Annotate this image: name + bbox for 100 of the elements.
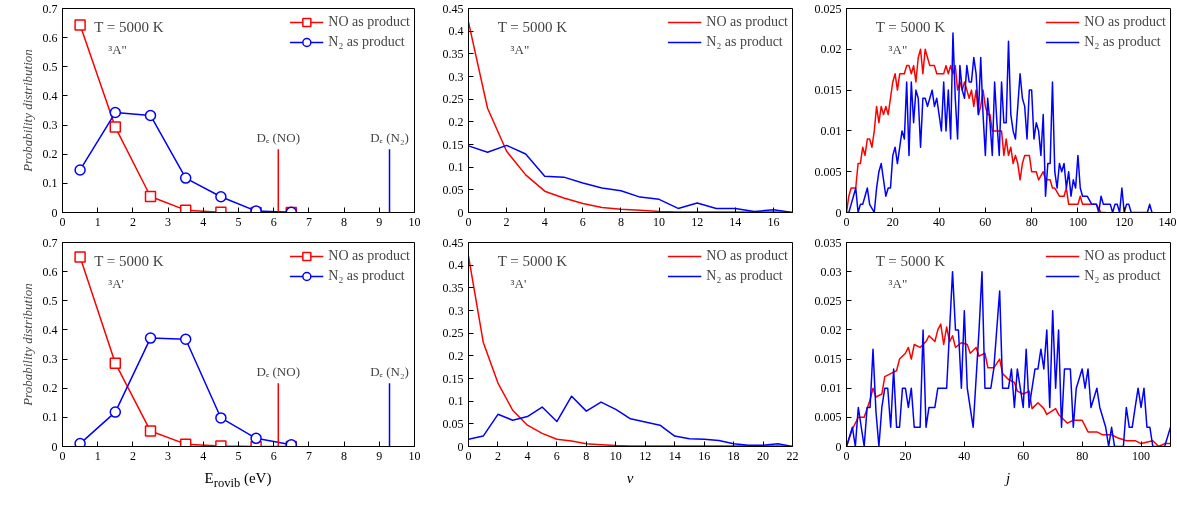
annotation: ³A" (510, 42, 530, 58)
y-tick-label: 0.3 (448, 69, 464, 84)
ref-line-label: Dₑ (NO) (256, 364, 300, 380)
annotation: T = 5000 K (497, 19, 568, 36)
ref-line-label: Dₑ (NO) (256, 130, 300, 146)
y-tick-label: 0.6 (42, 264, 58, 279)
y-tick-label: 0.35 (442, 280, 464, 295)
legend-label: NO as product (706, 248, 788, 264)
annotation: T = 5000 K (875, 253, 946, 270)
ref-line-label: Dₑ (N₂) (370, 130, 409, 146)
legend-label: NO as product (706, 14, 788, 30)
x-tick-label: 22 (786, 448, 799, 463)
x-axis-title: v (626, 469, 634, 488)
annotation: T = 5000 K (875, 19, 946, 36)
y-tick-label: 0.025 (814, 293, 842, 308)
legend-label: NO as product (328, 248, 410, 264)
x-tick-label: 140 (1158, 214, 1177, 229)
y-tick-label: 0.35 (442, 46, 464, 61)
x-tick-label: 8 (341, 214, 348, 229)
y-tick-label: 0.02 (820, 42, 842, 57)
x-tick-label: 4 (541, 214, 548, 229)
y-tick-label: 0.4 (448, 24, 464, 39)
x-tick-label: 10 (609, 448, 622, 463)
x-tick-label: 10 (408, 448, 421, 463)
x-tick-label: 80 (1076, 448, 1089, 463)
y-tick-label: 0.1 (42, 176, 58, 191)
x-tick-label: 7 (305, 448, 312, 463)
legend-label: N₂ as product (328, 34, 405, 50)
y-tick-label: 0.45 (442, 1, 464, 16)
y-tick-label: 0.6 (42, 30, 58, 45)
x-tick-label: 40 (958, 448, 971, 463)
y-tick-label: 0.2 (42, 381, 58, 396)
x-tick-label: 8 (617, 214, 624, 229)
y-tick-label: 0.03 (820, 264, 842, 279)
x-tick-label: 9 (376, 214, 383, 229)
x-tick-label: 20 (886, 214, 899, 229)
legend-label: NO as product (1084, 14, 1166, 30)
x-tick-label: 14 (729, 214, 742, 229)
x-tick-label: 60 (1017, 448, 1030, 463)
y-tick-label: 0.7 (42, 1, 58, 16)
y-tick-label: 0.4 (42, 322, 58, 337)
y-tick-label: 0.1 (42, 410, 58, 425)
y-tick-label: 0.05 (442, 416, 464, 431)
x-tick-label: 80 (1025, 214, 1038, 229)
legend-label: N₂ as product (1084, 34, 1161, 50)
x-tick-label: 9 (376, 448, 383, 463)
y-tick-label: 0.45 (442, 235, 464, 250)
x-tick-label: 14 (668, 448, 681, 463)
annotation: ³A" (888, 42, 908, 58)
x-tick-label: 6 (270, 448, 277, 463)
x-tick-label: 10 (653, 214, 666, 229)
x-tick-label: 60 (979, 214, 992, 229)
y-tick-label: 0.05 (442, 182, 464, 197)
y-tick-label: 0.005 (814, 410, 842, 425)
x-tick-label: 40 (933, 214, 946, 229)
x-tick-label: 18 (727, 448, 740, 463)
legend-label: N₂ as product (706, 34, 783, 50)
y-tick-label: 0.005 (814, 164, 842, 179)
y-tick-label: 0.1 (448, 160, 464, 175)
x-tick-label: 4 (200, 214, 207, 229)
x-tick-label: 3 (165, 448, 172, 463)
y-tick-label: 0.01 (820, 123, 842, 138)
x-tick-label: 8 (341, 448, 348, 463)
x-tick-label: 1 (94, 448, 101, 463)
annotation: T = 5000 K (94, 253, 164, 270)
x-tick-label: 16 (767, 214, 780, 229)
annotation: ³A' (510, 276, 527, 292)
legend-label: N₂ as product (328, 268, 405, 284)
x-tick-label: 2 (503, 214, 510, 229)
y-tick-label: 0.2 (42, 147, 58, 162)
x-tick-label: 120 (1115, 214, 1134, 229)
y-tick-label: 0.25 (442, 92, 464, 107)
y-tick-label: 0.15 (442, 137, 464, 152)
y-tick-label: 0.035 (814, 235, 842, 250)
x-tick-label: 4 (524, 448, 531, 463)
y-axis-title: Probability distribution (19, 49, 35, 173)
y-tick-label: 0.3 (42, 118, 58, 133)
y-tick-label: 0.7 (42, 235, 58, 250)
x-tick-label: 20 (899, 448, 912, 463)
x-tick-label: 5 (235, 214, 242, 229)
x-tick-label: 1 (94, 214, 101, 229)
x-tick-label: 100 (1068, 214, 1087, 229)
y-tick-label: 0.015 (814, 352, 842, 367)
y-tick-label: 0.4 (448, 258, 464, 273)
x-tick-label: 4 (200, 448, 207, 463)
legend-label: N₂ as product (706, 268, 783, 284)
y-axis-title: Probability distribution (19, 283, 35, 407)
x-tick-label: 12 (691, 214, 704, 229)
y-tick-label: 0.3 (448, 303, 464, 318)
x-tick-label: 5 (235, 448, 242, 463)
x-tick-label: 3 (165, 214, 172, 229)
y-tick-label: 0.02 (820, 322, 842, 337)
x-tick-label: 12 (639, 448, 652, 463)
annotation: T = 5000 K (94, 19, 164, 36)
y-tick-label: 0.01 (820, 381, 842, 396)
legend-label: NO as product (1084, 248, 1166, 264)
x-tick-label: 2 (129, 448, 136, 463)
x-tick-label: 6 (579, 214, 586, 229)
y-tick-label: 0.025 (814, 1, 842, 16)
x-tick-label: 2 (494, 448, 501, 463)
